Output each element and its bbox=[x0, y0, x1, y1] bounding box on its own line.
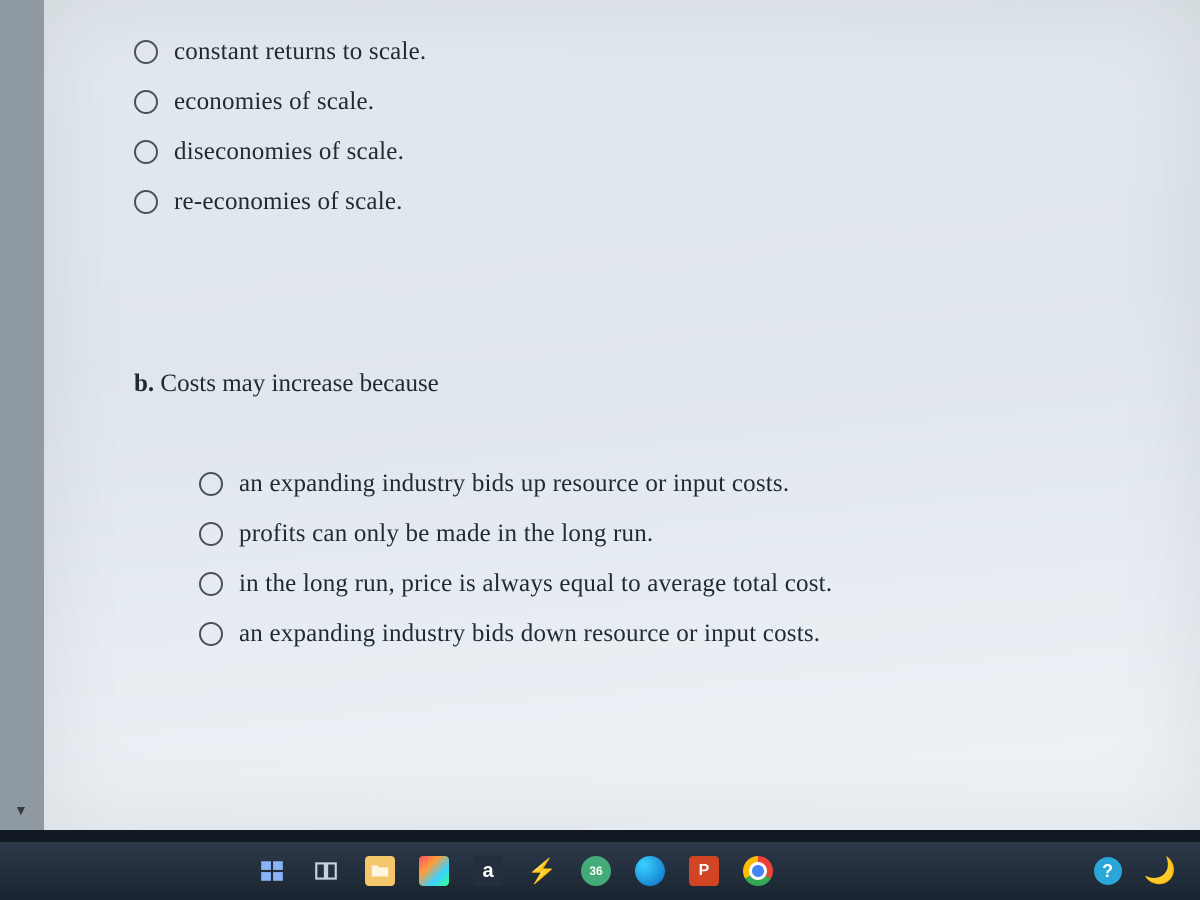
windows-taskbar: a ⚡ 36 P ? 🌙 bbox=[0, 842, 1200, 900]
option-label: an expanding industry bids up resource o… bbox=[239, 470, 789, 498]
option-b-4[interactable]: an expanding industry bids down resource… bbox=[199, 620, 832, 648]
radio-icon[interactable] bbox=[199, 472, 223, 496]
file-explorer-button[interactable] bbox=[358, 849, 402, 893]
tax-badge-icon: 36 bbox=[581, 856, 611, 886]
option-label: profits can only be made in the long run… bbox=[239, 520, 653, 548]
option-a-3[interactable]: diseconomies of scale. bbox=[134, 138, 426, 166]
store-icon bbox=[419, 856, 449, 886]
taskbar-shadow bbox=[0, 830, 1200, 842]
night-mode-icon[interactable]: 🌙 bbox=[1144, 856, 1176, 886]
option-b-1[interactable]: an expanding industry bids up resource o… bbox=[199, 470, 832, 498]
taskbar-tray: ? 🌙 bbox=[1094, 842, 1176, 900]
edge-icon bbox=[635, 856, 665, 886]
option-a-4[interactable]: re-economies of scale. bbox=[134, 188, 426, 216]
windows-logo-icon bbox=[257, 856, 287, 886]
question-a-options: constant returns to scale. economies of … bbox=[134, 38, 426, 238]
question-b-label: b. bbox=[134, 370, 154, 397]
radio-icon[interactable] bbox=[199, 622, 223, 646]
option-label: re-economies of scale. bbox=[174, 188, 403, 216]
chrome-button[interactable] bbox=[736, 849, 780, 893]
radio-icon[interactable] bbox=[134, 40, 158, 64]
task-view-icon bbox=[311, 856, 341, 886]
chrome-icon bbox=[743, 856, 773, 886]
quiz-page: constant returns to scale. economies of … bbox=[44, 0, 1200, 830]
radio-icon[interactable] bbox=[134, 190, 158, 214]
window-frame-left: ▼ bbox=[0, 0, 44, 830]
amazon-button[interactable]: a bbox=[466, 849, 510, 893]
task-view-button[interactable] bbox=[304, 849, 348, 893]
question-b-options: an expanding industry bids up resource o… bbox=[199, 470, 832, 670]
folder-icon bbox=[365, 856, 395, 886]
start-button[interactable] bbox=[250, 849, 294, 893]
tax-app-button[interactable]: 36 bbox=[574, 849, 618, 893]
help-icon[interactable]: ? bbox=[1094, 857, 1122, 885]
scroll-down-icon[interactable]: ▼ bbox=[14, 804, 28, 820]
radio-icon[interactable] bbox=[199, 572, 223, 596]
option-b-3[interactable]: in the long run, price is always equal t… bbox=[199, 570, 832, 598]
option-label: constant returns to scale. bbox=[174, 38, 426, 66]
option-label: diseconomies of scale. bbox=[174, 138, 404, 166]
option-a-1[interactable]: constant returns to scale. bbox=[134, 38, 426, 66]
option-b-2[interactable]: profits can only be made in the long run… bbox=[199, 520, 832, 548]
question-b-prompt: b. Costs may increase because bbox=[134, 370, 439, 398]
radio-icon[interactable] bbox=[199, 522, 223, 546]
ms-store-button[interactable] bbox=[412, 849, 456, 893]
question-b-text: Costs may increase because bbox=[160, 370, 438, 397]
powerpoint-button[interactable]: P bbox=[682, 849, 726, 893]
option-label: an expanding industry bids down resource… bbox=[239, 620, 820, 648]
amazon-icon: a bbox=[473, 856, 503, 886]
powerpoint-icon: P bbox=[689, 856, 719, 886]
option-label: in the long run, price is always equal t… bbox=[239, 570, 832, 598]
bolt-app-button[interactable]: ⚡ bbox=[520, 849, 564, 893]
option-label: economies of scale. bbox=[174, 88, 374, 116]
option-a-2[interactable]: economies of scale. bbox=[134, 88, 426, 116]
edge-button[interactable] bbox=[628, 849, 672, 893]
lightning-icon: ⚡ bbox=[527, 856, 557, 886]
radio-icon[interactable] bbox=[134, 90, 158, 114]
radio-icon[interactable] bbox=[134, 140, 158, 164]
